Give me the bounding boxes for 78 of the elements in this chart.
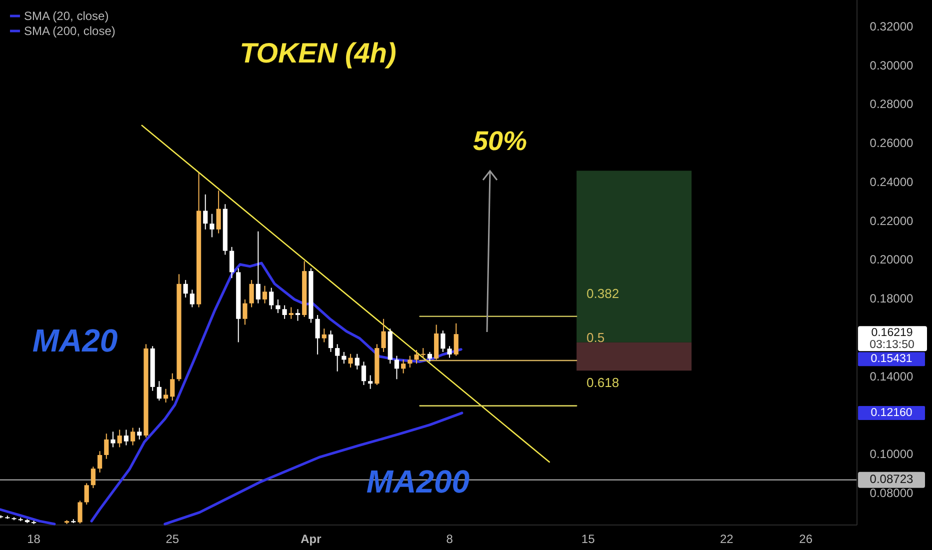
candlestick <box>414 350 419 364</box>
candlestick <box>342 351 346 364</box>
candlestick <box>84 482 89 506</box>
annotation: 50% <box>472 126 528 156</box>
y-tick-label: 0.10000 <box>870 447 914 462</box>
series-label: 0.5 <box>586 330 605 345</box>
candlestick <box>276 298 280 314</box>
y-tick-label: 0.08000 <box>870 486 914 500</box>
candlestick <box>401 359 406 374</box>
y-tick-label: 0.14000 <box>870 369 914 384</box>
candlestick <box>156 380 162 402</box>
series-label: 0.382 <box>586 286 620 301</box>
text: 0.15431 <box>870 353 912 366</box>
candlestick <box>282 304 287 320</box>
candlestick <box>183 280 188 298</box>
text: 0.16219 <box>871 327 913 340</box>
candlestick <box>295 308 300 322</box>
candlestick <box>229 246 234 279</box>
candlestick <box>335 344 340 372</box>
candlestick <box>427 351 432 362</box>
candlestick <box>216 190 221 234</box>
candlestick <box>328 330 334 352</box>
candlestick <box>262 285 268 304</box>
candlestick <box>124 429 128 446</box>
candlestick <box>256 230 260 304</box>
y-tick-label: 0.24000 <box>870 174 914 189</box>
ref-line-label: 0.08723 <box>870 472 914 486</box>
x-tick-label: 22 <box>720 532 734 546</box>
text: 0.12160 <box>870 407 912 420</box>
candlestick <box>322 328 326 343</box>
y-tick-label: 0.30000 <box>870 58 914 72</box>
candlestick <box>269 287 274 310</box>
series-label: 0.618 <box>586 375 620 390</box>
candlestick <box>288 306 294 320</box>
candlestick <box>315 314 320 355</box>
candlestick <box>249 280 254 308</box>
x-tick-label: 18 <box>27 532 41 546</box>
text: TOKEN (4h) <box>240 37 396 68</box>
candlestick <box>348 353 353 368</box>
y-tick-label: 0.18000 <box>870 292 914 306</box>
candlestick <box>163 388 168 403</box>
candlestick <box>447 346 452 358</box>
candlestick <box>104 433 109 460</box>
candlestick <box>408 355 412 368</box>
x-tick-label: 15 <box>581 532 596 546</box>
y-tick-label: 0.22000 <box>870 214 914 228</box>
candlestick <box>361 361 366 386</box>
x-tick-label: 25 <box>166 532 180 546</box>
candlestick <box>203 194 208 230</box>
candlestick <box>98 450 102 473</box>
y-tick-label: 0.26000 <box>870 136 914 150</box>
candlestick <box>137 427 142 440</box>
candlestick <box>130 427 136 446</box>
y-tick-label: 0.20000 <box>870 252 914 267</box>
y-tick-label: 0.28000 <box>870 97 914 112</box>
x-tick-label: Apr <box>300 532 322 546</box>
legend-label: SMA (20, close) <box>24 9 109 23</box>
candlestick <box>90 466 96 489</box>
y-tick-label: 0.32000 <box>870 19 914 34</box>
candlestick <box>170 372 175 402</box>
x-tick-label: 8 <box>446 532 454 546</box>
candlestick <box>78 500 82 524</box>
candlestick <box>242 298 248 326</box>
candlestick <box>368 374 373 390</box>
candlestick <box>354 353 360 370</box>
annotation: MA20 <box>32 322 118 358</box>
x-tick-label: 26 <box>799 532 813 546</box>
candlestick <box>110 431 116 448</box>
candlestick <box>381 318 386 352</box>
candlestick <box>190 289 194 308</box>
candlestick <box>210 213 214 238</box>
legend-label: SMA (200, close) <box>24 24 116 38</box>
candlestick <box>420 348 426 358</box>
candlestick <box>394 355 400 380</box>
candlestick <box>117 429 122 448</box>
candlestick <box>454 322 458 356</box>
text: 03:13:50 <box>870 339 914 352</box>
candlestick <box>440 330 446 352</box>
